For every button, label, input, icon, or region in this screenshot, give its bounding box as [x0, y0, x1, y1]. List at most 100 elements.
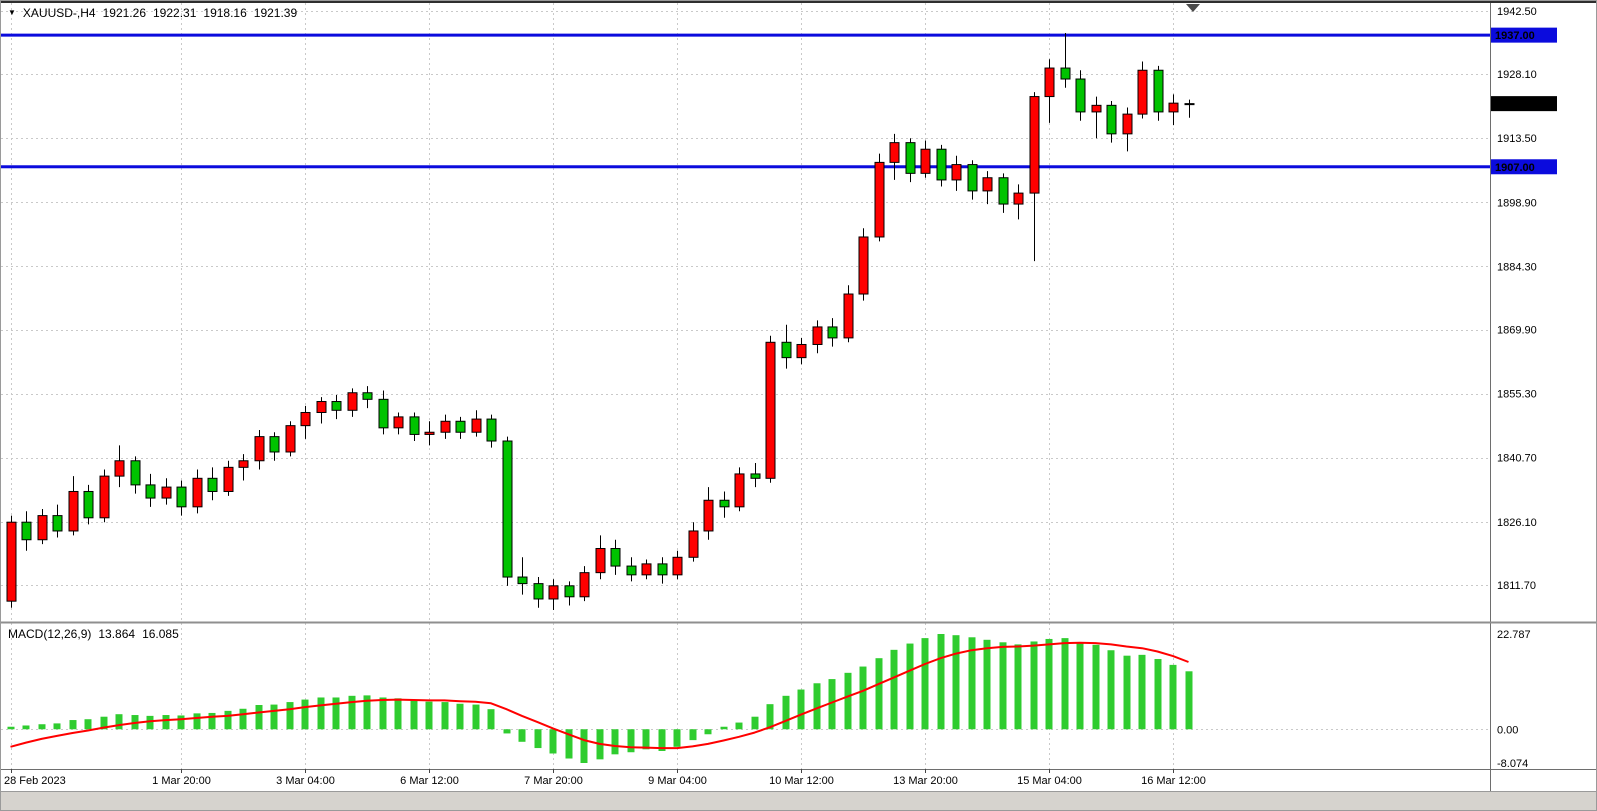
macd-histogram-bar	[1092, 644, 1100, 730]
svg-text:1937.00: 1937.00	[1495, 30, 1535, 42]
macd-histogram-bar	[751, 716, 759, 730]
bull-candle	[765, 341, 776, 479]
bull-candle	[285, 425, 296, 453]
bull-candle	[68, 490, 79, 532]
chart-shift-marker[interactable]	[1186, 4, 1200, 12]
bear-candle	[998, 177, 1009, 205]
bull-candle	[579, 572, 590, 598]
level-price-tag: 1907.00	[1491, 159, 1557, 175]
bull-candle	[672, 556, 683, 576]
macd-histogram-bar	[1138, 654, 1146, 730]
legend-open: 1921.26	[102, 6, 146, 20]
price-level-lines[interactable]	[1, 33, 1490, 169]
macd-histogram-bar	[983, 639, 991, 730]
bear-candle	[719, 499, 730, 508]
macd-histogram-bar	[84, 719, 92, 730]
bull-candle	[37, 515, 48, 541]
bull-candle	[951, 164, 962, 181]
bear-candle	[145, 484, 156, 499]
svg-text:1921.39: 1921.39	[1495, 99, 1535, 111]
macd-histogram-bar	[766, 704, 774, 730]
macd-histogram-bar	[487, 709, 495, 730]
bear-candle	[52, 515, 63, 532]
bear-candle	[657, 563, 668, 576]
legend-high: 1922.31	[153, 6, 197, 20]
macd-indicator-legend: MACD(12,26,9) 13.864 16.085	[8, 627, 179, 641]
bear-candle	[83, 490, 94, 519]
bull-candle	[874, 161, 885, 238]
time-tick-label: 28 Feb 2023	[4, 775, 66, 787]
macd-histogram-bar	[580, 729, 588, 763]
time-tick-label: 16 Mar 12:00	[1141, 775, 1206, 787]
bear-candle	[750, 473, 761, 479]
bear-candle	[362, 392, 373, 400]
macd-histogram-bar	[952, 635, 960, 730]
bear-candle	[455, 420, 466, 433]
macd-histogram-bar	[1123, 655, 1131, 730]
macd-histogram-bar	[549, 729, 557, 754]
svg-text:1907.00: 1907.00	[1495, 162, 1535, 174]
current-price-tag: 1921.39	[1491, 96, 1557, 112]
macd-histogram-bar	[890, 649, 898, 730]
time-tick-label: 9 Mar 04:00	[648, 775, 707, 787]
macd-signal-line	[10, 641, 1189, 750]
macd-histogram-bar	[270, 704, 278, 730]
time-tick-label: 6 Mar 12:00	[400, 775, 459, 787]
macd-histogram-bar	[1076, 642, 1084, 730]
bear-candle	[331, 401, 342, 411]
bull-candle	[254, 436, 265, 462]
bear-candle	[781, 341, 792, 359]
bull-candle	[6, 521, 17, 602]
macd-main-value: 13.864	[98, 627, 136, 641]
bear-candle	[21, 521, 32, 541]
bull-candle	[1168, 102, 1179, 113]
bull-candle	[641, 563, 652, 576]
level-line-1907.00[interactable]	[1, 165, 1490, 169]
bull-candle	[843, 293, 854, 339]
time-tick-label: 13 Mar 20:00	[893, 775, 958, 787]
bull-candle	[223, 466, 234, 492]
window-bottom-strip	[1, 792, 1596, 810]
bull-candle	[858, 236, 869, 295]
macd-histogram-bar	[859, 666, 867, 730]
price-tick-label: 1884.30	[1497, 261, 1537, 273]
bull-candle	[688, 530, 699, 558]
time-axis[interactable]: 28 Feb 2023 1 Mar 20:00 3 Mar 04:00 6 Mar 1…	[4, 769, 1206, 787]
macd-histogram-bar	[177, 715, 185, 730]
price-axis[interactable]: 1942.50 1928.10 1913.50 1898.90 1884.30 1869.…	[1491, 6, 1557, 770]
macd-histogram-bar	[673, 729, 681, 747]
bear-candle	[533, 583, 544, 600]
level-line-1937.00[interactable]	[1, 33, 1490, 37]
bear-candle	[176, 486, 187, 508]
macd-histogram-bar	[394, 698, 402, 730]
bull-candle	[548, 585, 559, 600]
bull-candle	[161, 486, 172, 499]
bull-candle	[238, 460, 249, 468]
macd-tick-label: 22.787	[1497, 629, 1531, 641]
macd-histogram-bar	[22, 725, 30, 730]
macd-histogram-bar	[69, 720, 77, 730]
macd-histogram-bar	[100, 716, 108, 730]
legend-symbol-timeframe: XAUUSD-,H4	[22, 6, 96, 20]
macd-histogram-bar	[456, 703, 464, 730]
macd-histogram-bar	[1061, 638, 1069, 730]
macd-histogram-bar	[332, 697, 340, 730]
time-tick-label: 7 Mar 20:00	[524, 775, 583, 787]
time-tick-label: 15 Mar 04:00	[1017, 775, 1082, 787]
macd-histogram-bar	[565, 729, 573, 759]
bear-candle	[936, 148, 947, 181]
chart-legend: ▼ XAUUSD-,H4 1921.26 1922.31 1918.16 192…	[8, 6, 297, 20]
symbol-dropdown-icon[interactable]: ▼	[8, 8, 16, 17]
macd-histogram-bar	[1030, 641, 1038, 730]
price-tick-label: 1811.70	[1497, 580, 1536, 592]
grid	[1, 3, 1490, 769]
macd-histogram-bar	[937, 634, 945, 730]
macd-histogram-bar	[720, 726, 728, 730]
bear-candle	[378, 398, 389, 429]
bull-candle	[1029, 96, 1040, 194]
time-tick-label: 1 Mar 20:00	[152, 775, 211, 787]
price-tick-label: 1869.90	[1497, 325, 1537, 337]
bear-candle	[1060, 67, 1071, 80]
